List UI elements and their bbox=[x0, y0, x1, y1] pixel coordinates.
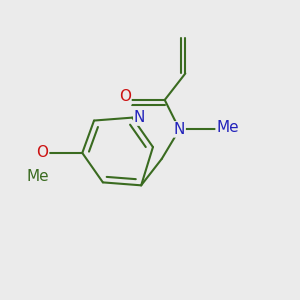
Text: O: O bbox=[119, 89, 131, 104]
Text: O: O bbox=[36, 146, 48, 160]
Text: N: N bbox=[174, 122, 185, 137]
Text: Me: Me bbox=[216, 120, 239, 135]
Text: N: N bbox=[134, 110, 145, 125]
Text: Me: Me bbox=[27, 169, 50, 184]
